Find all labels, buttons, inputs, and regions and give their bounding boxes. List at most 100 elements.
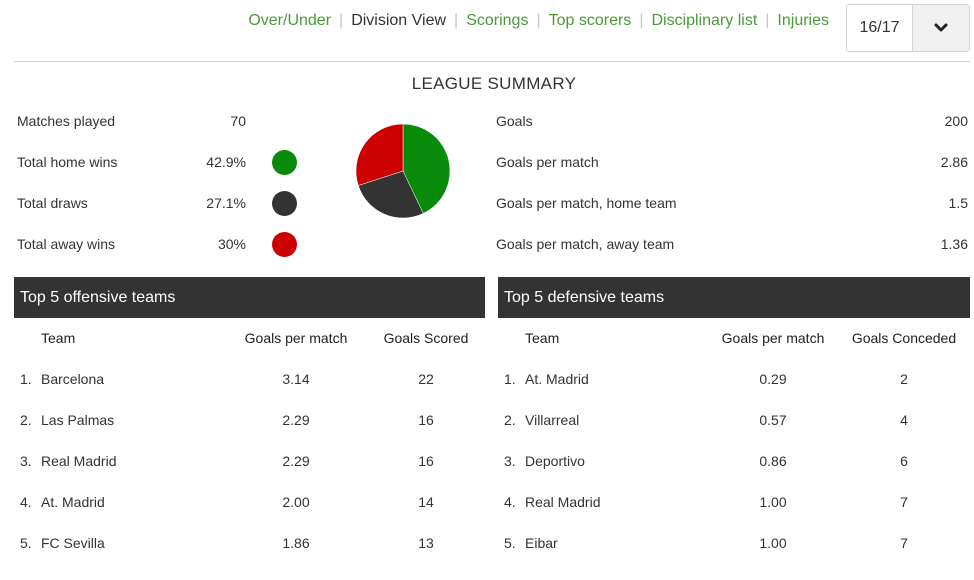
team-name[interactable]: Las Palmas [41,412,115,428]
goals-per-match-cell: 1.00 [759,494,787,510]
goals-row: Goals 200 [496,110,968,132]
goals-label: Goals [496,113,533,129]
goals-per-match-cell: 1.86 [282,535,310,551]
table-row: 5. Eibar 1.00 7 [498,523,970,564]
draws-row: Total draws 27.1% [17,192,246,214]
table-row: 2. Las Palmas 2.29 16 [14,400,485,441]
divider [14,61,970,62]
table-body: 1. At. Madrid 0.29 2 2. Villarreal 0.57 4 3. Depo… [498,359,970,564]
tab-separator: | [765,12,770,29]
tab-separator: | [639,12,644,29]
team-name[interactable]: Deportivo [525,453,585,469]
draws-value: 27.1% [206,195,246,211]
table-row: 5. FC Sevilla 1.86 13 [14,523,485,564]
team-name[interactable]: Villarreal [525,412,580,428]
goals-cell: 13 [418,535,434,551]
rank-number: 2. [20,412,32,428]
team-name[interactable]: FC Sevilla [41,535,105,551]
goals-per-match-cell: 3.14 [282,371,310,387]
table-row: 1. At. Madrid 0.29 2 [498,359,970,400]
season-dropdown-button[interactable] [913,5,969,51]
goals-value: 200 [944,113,968,129]
table-header: Team Goals per match Goals Scored [14,318,485,359]
goals-per-match-home-value: 1.5 [948,195,968,211]
goals-per-match-cell: 2.29 [282,453,310,469]
results-pie-chart [355,123,451,219]
goals-per-match-away-label: Goals per match, away team [496,236,675,252]
top-defensive-teams-panel: Top 5 defensive teams Team Goals per mat… [498,277,970,577]
column-header-team: Team [41,330,76,346]
goals-per-match-cell: 1.00 [759,535,787,551]
goals-per-match-home-row: Goals per match, home team 1.5 [496,192,968,214]
team-name[interactable]: Eibar [525,535,558,551]
rank-number: 1. [20,371,32,387]
goals-per-match-cell: 0.57 [759,412,787,428]
tab-separator: | [536,12,541,29]
tab-separator: | [454,12,459,29]
rank-number: 2. [504,412,516,428]
table-row: 2. Villarreal 0.57 4 [498,400,970,441]
matches-played-row: Matches played 70 [17,110,246,132]
column-header-goals-scored: Goals Scored [383,330,469,346]
goals-per-match-value: 2.86 [940,154,968,170]
team-name[interactable]: Real Madrid [41,453,117,469]
table-header: Team Goals per match Goals Conceded [498,318,970,359]
table-row: 1. Barcelona 3.14 22 [14,359,485,400]
goals-cell: 22 [418,371,434,387]
away-wins-dot [272,232,297,257]
home-wins-dot [272,150,297,175]
team-name[interactable]: Real Madrid [525,494,601,510]
tab-division-view[interactable]: Division View [351,12,447,29]
season-select[interactable]: 16/17 [846,4,970,52]
team-name[interactable]: At. Madrid [525,371,589,387]
matches-played-value: 70 [230,113,246,129]
away-wins-value: 30% [217,236,246,252]
rank-number: 5. [20,535,32,551]
team-name[interactable]: At. Madrid [41,494,105,510]
away-wins-label: Total away wins [17,236,116,252]
table-body: 1. Barcelona 3.14 22 2. Las Palmas 2.29 16 3. Rea… [14,359,485,564]
away-wins-row: Total away wins 30% [17,233,246,255]
goals-per-match-cell: 2.29 [282,412,310,428]
table-row: 3. Real Madrid 2.29 16 [14,441,485,482]
column-header-goals-conceded: Goals Conceded [851,330,957,346]
league-summary-title: LEAGUE SUMMARY [411,74,577,93]
goals-cell: 7 [900,535,908,551]
goals-cell: 14 [418,494,434,510]
rank-number: 3. [20,453,32,469]
panel-title: Top 5 defensive teams [498,277,970,318]
tab-injuries[interactable]: Injuries [777,12,829,29]
tab-scorings[interactable]: Scorings [466,12,529,29]
goals-cell: 2 [900,371,908,387]
goals-per-match-cell: 0.29 [759,371,787,387]
rank-number: 5. [504,535,516,551]
table-row: 4. Real Madrid 1.00 7 [498,482,970,523]
pie-slice-draw [357,170,424,219]
home-wins-row: Total home wins 42.9% [17,151,246,173]
goals-per-match-row: Goals per match 2.86 [496,151,968,173]
goals-cell: 6 [900,453,908,469]
goals-per-match-away-value: 1.36 [940,236,968,252]
pie-slice-away [355,123,404,186]
column-header-goals-per-match: Goals per match [244,330,348,346]
view-tabs: Over/Under | Division View | Scorings | … [248,12,829,30]
draws-label: Total draws [17,195,88,211]
table-row: 4. At. Madrid 2.00 14 [14,482,485,523]
tab-top-scorers[interactable]: Top scorers [548,12,632,29]
column-header-team: Team [525,330,560,346]
tab-disciplinary-list[interactable]: Disciplinary list [651,12,758,29]
matches-played-label: Matches played [17,113,116,129]
goals-per-match-away-row: Goals per match, away team 1.36 [496,233,968,255]
tab-over-under[interactable]: Over/Under [248,12,332,29]
tab-separator: | [339,12,344,29]
goals-cell: 16 [418,453,434,469]
goals-cell: 7 [900,494,908,510]
rank-number: 1. [504,371,516,387]
goals-per-match-home-label: Goals per match, home team [496,195,677,211]
goals-cell: 16 [418,412,434,428]
season-value: 16/17 [847,5,913,51]
top-navigation: Over/Under | Division View | Scorings | … [0,0,974,62]
rank-number: 3. [504,453,516,469]
team-name[interactable]: Barcelona [41,371,105,387]
goals-cell: 4 [900,412,908,428]
